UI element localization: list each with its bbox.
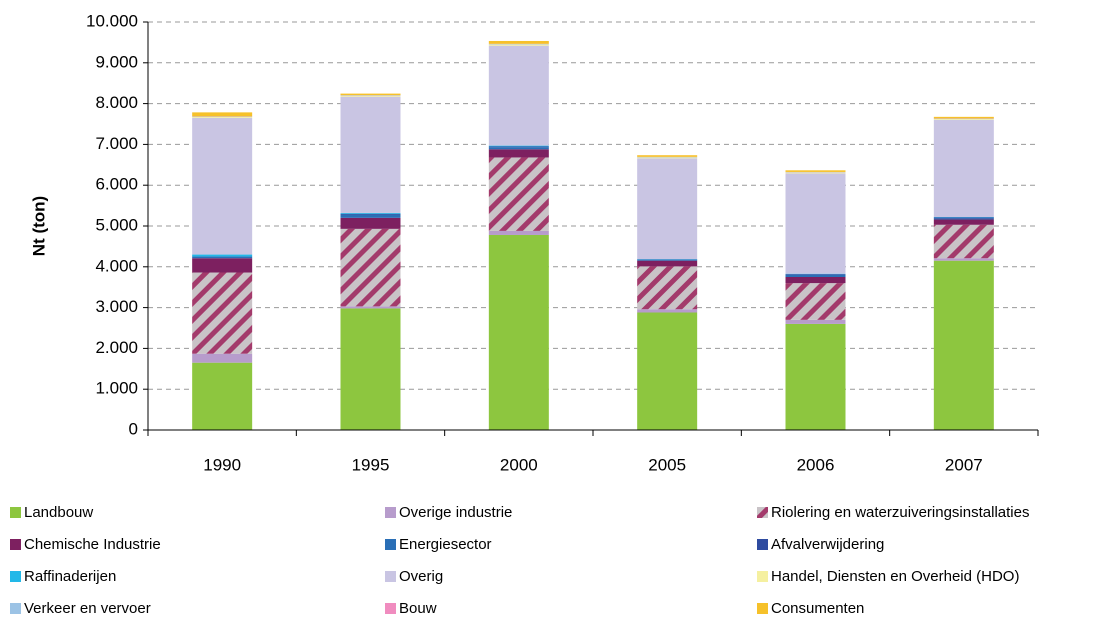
y-tick-label: 9.000 [95, 52, 138, 71]
bar-segment [785, 172, 846, 174]
y-tick-label: 5.000 [95, 215, 138, 234]
bar-segment [488, 145, 549, 147]
y-tick-label: 4.000 [95, 256, 138, 275]
x-tick-label: 2005 [648, 455, 686, 474]
bar-segment [637, 266, 698, 310]
y-tick-label: 0 [129, 419, 138, 438]
bar-segment [340, 93, 401, 96]
legend-swatch [757, 507, 768, 518]
legend-label: Overig [399, 568, 443, 585]
legend-swatch [10, 507, 21, 518]
bar-segment [637, 312, 698, 430]
bar-segment [488, 146, 549, 148]
bar-segment [785, 173, 846, 274]
bar-segment [933, 217, 994, 219]
bar-segment [192, 117, 253, 255]
bar-segment [785, 274, 846, 275]
y-tick-label: 2.000 [95, 338, 138, 357]
bar-segment [192, 117, 253, 118]
bar-segment [488, 230, 549, 235]
legend-swatch [10, 571, 21, 582]
bar-segment [637, 259, 698, 261]
bar-segment [488, 234, 549, 430]
legend-swatch [10, 603, 21, 614]
bar-segment [192, 258, 253, 273]
legend-swatch [757, 603, 768, 614]
legend-swatch [385, 571, 396, 582]
legend-swatch [757, 539, 768, 550]
bar-segment [340, 306, 401, 309]
bar-segment [933, 258, 994, 261]
bar-segment [488, 40, 549, 44]
bar-segment [488, 149, 549, 158]
bar-segment [785, 170, 846, 172]
legend-label: Verkeer en vervoer [24, 600, 151, 617]
legend-label: Riolering en waterzuiveringsinstallaties [771, 504, 1029, 521]
bar-segment [340, 213, 401, 215]
bar-segment [340, 96, 401, 213]
bar-segment [340, 228, 401, 307]
y-tick-label: 10.000 [86, 11, 138, 30]
legend-label: Handel, Diensten en Overheid (HDO) [771, 568, 1019, 585]
bar-segment [785, 283, 846, 320]
bar-segment [192, 272, 253, 354]
legend-label: Energiesector [399, 536, 492, 553]
legend-swatch [385, 507, 396, 518]
x-tick-label: 2006 [797, 455, 835, 474]
bar-segment [488, 44, 549, 46]
bar-segment [340, 214, 401, 218]
legend-swatch [385, 603, 396, 614]
bar-segment [933, 224, 994, 259]
bar-segment [933, 218, 994, 220]
x-tick-label: 1995 [352, 455, 390, 474]
bar-segment [340, 95, 401, 97]
y-tick-label: 8.000 [95, 93, 138, 112]
legend-label: Bouw [399, 600, 437, 617]
bar-segment [192, 254, 253, 257]
bar-segment [637, 309, 698, 313]
y-axis-label: Nt (ton) [29, 196, 48, 256]
bar-segment [637, 155, 698, 157]
bar-segment [933, 119, 994, 120]
legend-label: Raffinaderijen [24, 568, 116, 585]
bar-segment [785, 274, 846, 277]
y-tick-label: 7.000 [95, 134, 138, 153]
legend-swatch [385, 539, 396, 550]
bar-segment [192, 112, 253, 117]
bar-segment [340, 308, 401, 430]
bar-segment [340, 212, 401, 214]
legend-label: Afvalverwijdering [771, 536, 884, 553]
bar-segment [933, 119, 994, 218]
y-tick-label: 1.000 [95, 379, 138, 398]
x-tick-label: 2007 [945, 455, 983, 474]
bar-segment [933, 219, 994, 225]
legend-label: Chemische Industrie [24, 536, 161, 553]
bar-segment [785, 323, 846, 430]
y-tick-label: 6.000 [95, 175, 138, 194]
bar-segment [488, 45, 549, 146]
bar-segment [488, 157, 549, 231]
bar-segment [340, 217, 401, 229]
x-tick-label: 1990 [203, 455, 241, 474]
bar-segment [192, 257, 253, 259]
bar-segment [933, 260, 994, 430]
legend-label: Landbouw [24, 504, 93, 521]
x-tick-label: 2000 [500, 455, 538, 474]
bar-segment [785, 277, 846, 284]
bar-segment [488, 147, 549, 150]
bar-segment [192, 362, 253, 430]
bar-segment [192, 353, 253, 363]
legend-swatch [757, 571, 768, 582]
bar-segment [785, 319, 846, 324]
legend-swatch [10, 539, 21, 550]
y-tick-label: 3.000 [95, 297, 138, 316]
bar-segment [933, 116, 994, 119]
legend-label: Overige industrie [399, 504, 512, 521]
bar-segment [637, 157, 698, 159]
bar-segment [637, 158, 698, 260]
legend-label: Consumenten [771, 600, 864, 617]
bar-segment [637, 260, 698, 267]
